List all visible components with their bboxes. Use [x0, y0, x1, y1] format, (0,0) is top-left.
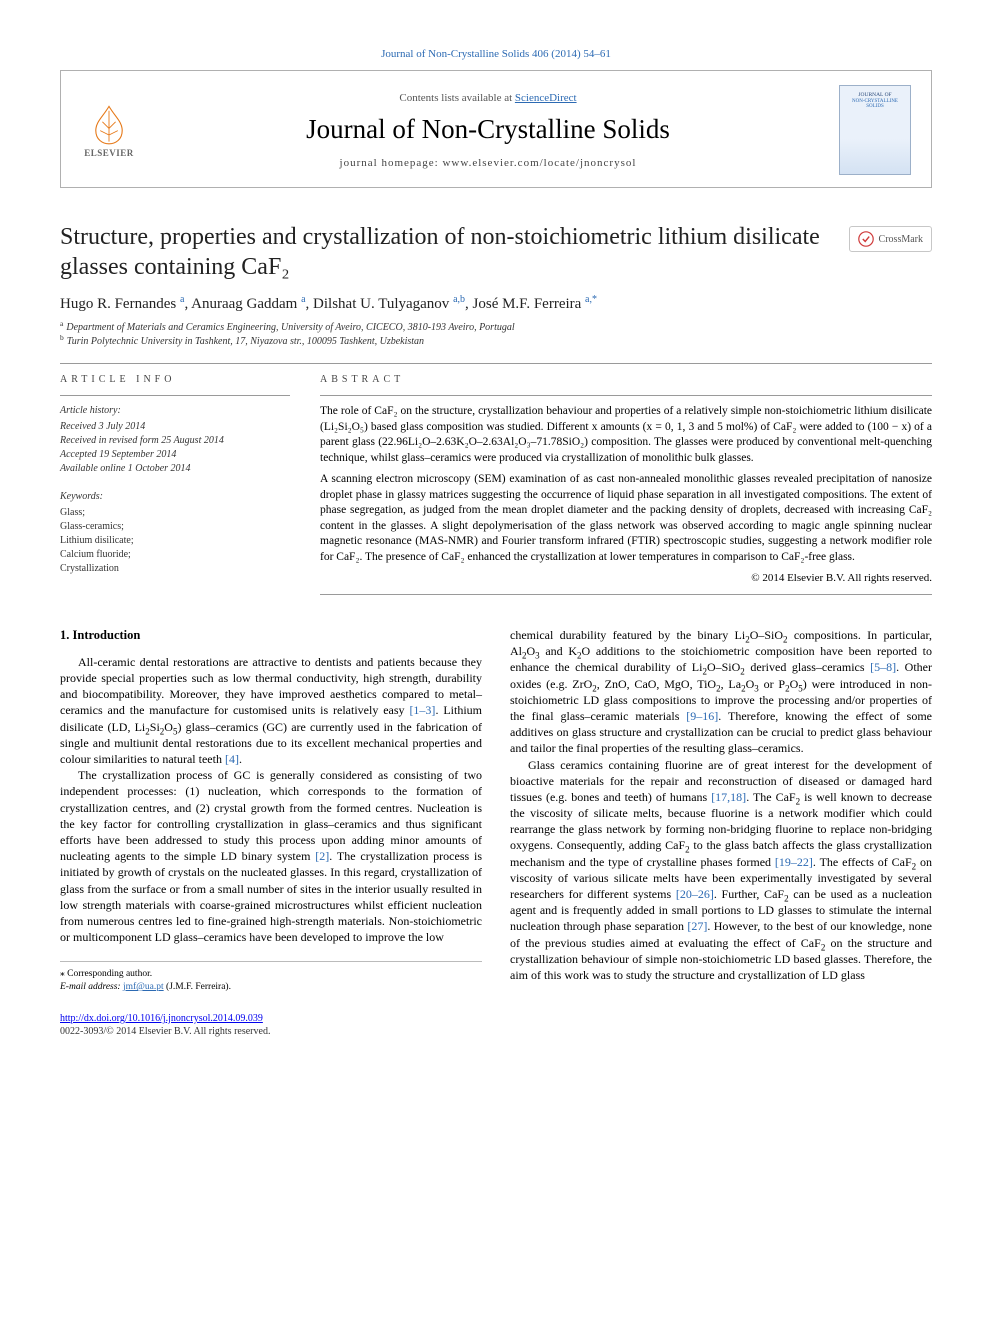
journal-title: Journal of Non-Crystalline Solids: [157, 114, 819, 145]
crossmark-badge[interactable]: CrossMark: [849, 226, 932, 252]
journal-cover-thumbnail: JOURNAL OF NON-CRYSTALLINE SOLIDS: [839, 85, 911, 175]
publisher-logo: ELSEVIER: [81, 99, 137, 161]
crossmark-icon: [858, 231, 874, 247]
copyright: © 2014 Elsevier B.V. All rights reserved…: [320, 571, 932, 586]
cite-19-22[interactable]: [19–22]: [775, 855, 813, 869]
affiliations: aDepartment of Materials and Ceramics En…: [60, 321, 932, 349]
abstract-heading: ABSTRACT: [320, 374, 932, 385]
keywords: Keywords: Glass; Glass-ceramics; Lithium…: [60, 490, 290, 576]
email-link[interactable]: jmf@ua.pt: [123, 982, 164, 992]
article-info-heading: ARTICLE INFO: [60, 374, 290, 385]
journal-ref-top[interactable]: Journal of Non-Crystalline Solids 406 (2…: [60, 48, 932, 60]
body-p3: chemical durability featured by the bina…: [510, 627, 932, 757]
abstract: The role of CaF₂ on the structure, cryst…: [320, 404, 932, 586]
sciencedirect-link[interactable]: ScienceDirect: [515, 92, 577, 104]
cite-4[interactable]: [4]: [225, 752, 239, 766]
cite-27[interactable]: [27]: [687, 919, 707, 933]
homepage-url[interactable]: www.elsevier.com/locate/jnoncrysol: [442, 157, 636, 169]
cite-1-3[interactable]: [1–3]: [409, 703, 435, 717]
abstract-p1: The role of CaF₂ on the structure, cryst…: [320, 404, 932, 466]
body-p1: All-ceramic dental restorations are attr…: [60, 654, 482, 767]
header-center: Contents lists available at ScienceDirec…: [157, 92, 819, 169]
cite-20-26[interactable]: [20–26]: [676, 887, 714, 901]
cite-9-16[interactable]: [9–16]: [686, 709, 718, 723]
doi-link[interactable]: http://dx.doi.org/10.1016/j.jnoncrysol.2…: [60, 1013, 263, 1024]
body-p4: Glass ceramics containing fluorine are o…: [510, 757, 932, 984]
cite-5-8[interactable]: [5–8]: [870, 660, 896, 674]
contents-available: Contents lists available at ScienceDirec…: [157, 92, 819, 104]
article-title: Structure, properties and crystallizatio…: [60, 222, 932, 282]
body-text: 1. Introduction All-ceramic dental resto…: [60, 627, 932, 1039]
article-history: Article history: Received 3 July 2014 Re…: [60, 404, 290, 476]
cite-17-18[interactable]: [17,18]: [711, 790, 746, 804]
elsevier-tree-icon: [87, 102, 131, 146]
corresponding-author: ⁎ Corresponding author.: [60, 968, 482, 981]
body-p2: The crystallization process of GC is gen…: [60, 767, 482, 945]
journal-homepage: journal homepage: www.elsevier.com/locat…: [157, 157, 819, 169]
intro-heading: 1. Introduction: [60, 627, 482, 644]
issn-line: 0022-3093/© 2014 Elsevier B.V. All right…: [60, 1025, 482, 1039]
publisher-name: ELSEVIER: [84, 148, 134, 158]
cite-2[interactable]: [2]: [315, 849, 329, 863]
author-list: Hugo R. Fernandes a, Anuraag Gaddam a, D…: [60, 296, 932, 313]
header: ELSEVIER Contents lists available at Sci…: [60, 70, 932, 188]
divider: [60, 363, 932, 364]
corresponding-mark: *: [592, 294, 597, 305]
corresponding-email-line: E-mail address: jmf@ua.pt (J.M.F. Ferrei…: [60, 981, 482, 994]
abstract-p2: A scanning electron microscopy (SEM) exa…: [320, 472, 932, 565]
